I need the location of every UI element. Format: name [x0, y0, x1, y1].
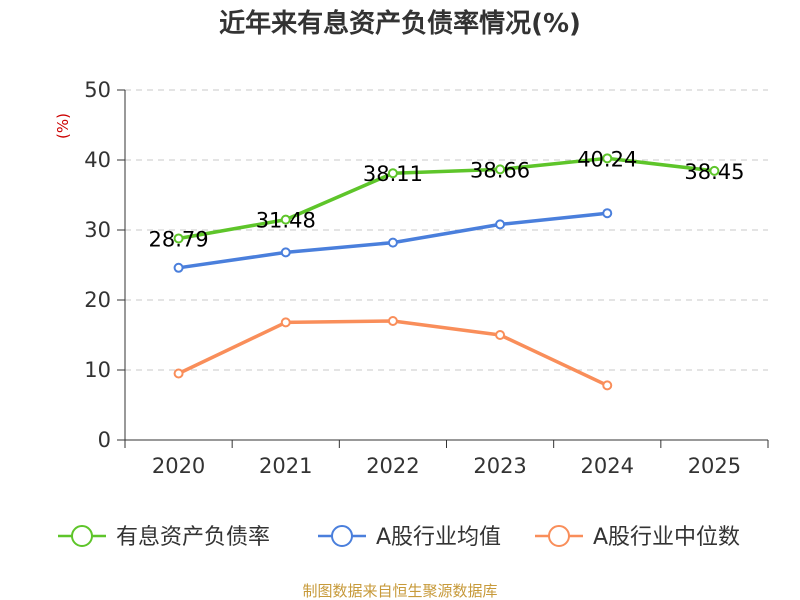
x-tick-label: 2023 — [473, 454, 526, 478]
legend: 有息资产负债率 A股行业均值 A股行业中位数 — [58, 525, 740, 550]
source-note: 制图数据来自恒生聚源数据库 — [302, 582, 497, 600]
legend-item[interactable]: A股行业均值 — [318, 525, 501, 550]
data-point — [280, 214, 291, 225]
series-line — [178, 156, 715, 241]
legend-label: A股行业中位数 — [593, 525, 740, 550]
data-point — [280, 247, 291, 258]
x-tick-label: 2025 — [688, 454, 741, 478]
y-tick-label: 0 — [98, 428, 111, 452]
data-point — [280, 317, 291, 328]
x-tick-label: 2021 — [259, 454, 312, 478]
chart-title: 近年来有息资产负债率情况(%) — [219, 8, 581, 39]
legend-marker — [548, 525, 570, 547]
y-tick-label: 10 — [84, 358, 111, 382]
data-point — [709, 165, 720, 176]
data-point — [387, 237, 398, 248]
y-unit-label: (%) — [54, 113, 72, 139]
gridlines — [125, 89, 768, 371]
data-labels: 28.79 31.48 38.11 38.66 40.24 38.45 — [149, 147, 745, 251]
legend-item[interactable]: 有息资产负债率 — [58, 525, 270, 550]
x-tick-label: 2022 — [366, 454, 419, 478]
legend-item[interactable]: A股行业中位数 — [535, 525, 740, 550]
legend-label: 有息资产负债率 — [116, 525, 270, 550]
y-tick-label: 40 — [84, 148, 111, 172]
legend-label: A股行业均值 — [376, 525, 501, 550]
x-tick-label: 2020 — [152, 454, 205, 478]
y-tick-label: 30 — [84, 218, 111, 242]
data-point — [173, 233, 184, 244]
data-point — [602, 208, 613, 219]
axes: 0 10 20 30 40 50 2020 2021 2022 2023 2024 2025 — [84, 78, 769, 478]
data-point — [495, 330, 506, 340]
data-label: 38.45 — [684, 160, 744, 184]
series-lines — [173, 153, 720, 391]
series-line — [177, 319, 608, 387]
legend-marker — [71, 525, 93, 547]
data-point — [495, 164, 506, 175]
y-tick-label: 20 — [84, 288, 111, 312]
data-point — [602, 380, 613, 391]
data-point — [173, 368, 184, 379]
data-point — [495, 219, 506, 230]
data-label: 38.11 — [363, 162, 423, 186]
y-tick-label: 50 — [84, 78, 111, 102]
data-point — [602, 153, 613, 164]
data-label: 40.24 — [577, 147, 637, 171]
data-label: 31.48 — [256, 209, 316, 233]
data-point — [173, 262, 184, 273]
data-label: 38.66 — [470, 158, 530, 182]
data-label: 28.79 — [149, 227, 209, 251]
data-point — [387, 316, 398, 326]
data-point — [387, 168, 398, 179]
x-tick-label: 2024 — [581, 454, 634, 478]
legend-marker — [331, 525, 353, 547]
